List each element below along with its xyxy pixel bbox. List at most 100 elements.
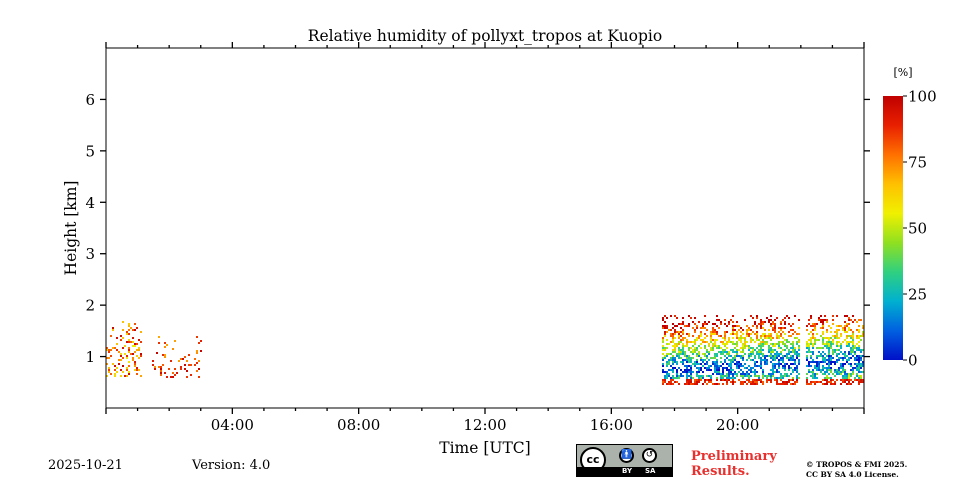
humidity-cell	[716, 315, 718, 317]
humidity-cell	[782, 331, 784, 333]
humidity-cell	[732, 343, 734, 345]
humidity-cell	[700, 369, 702, 371]
humidity-cell	[778, 337, 780, 339]
humidity-cell	[724, 345, 726, 347]
humidity-cell	[682, 323, 684, 325]
humidity-cell	[832, 349, 834, 351]
humidity-cell	[108, 367, 110, 369]
humidity-cell	[720, 341, 722, 343]
humidity-cell	[690, 347, 692, 349]
humidity-cell	[128, 339, 130, 341]
humidity-cell	[844, 353, 846, 355]
humidity-cell	[690, 317, 692, 319]
humidity-cell	[770, 375, 772, 377]
humidity-cell	[758, 375, 760, 377]
humidity-cell	[122, 337, 124, 339]
humidity-cell	[718, 365, 720, 367]
humidity-cell	[194, 364, 196, 366]
humidity-cell	[790, 379, 792, 381]
humidity-cell	[712, 327, 714, 329]
humidity-cell	[686, 375, 688, 377]
humidity-cell	[124, 375, 126, 377]
humidity-cell	[688, 357, 690, 359]
humidity-cell	[692, 327, 694, 329]
humidity-cell	[126, 341, 128, 343]
humidity-cell	[750, 347, 752, 349]
humidity-cell	[726, 331, 728, 333]
humidity-cell	[744, 363, 746, 365]
humidity-cell	[862, 333, 864, 335]
humidity-cell	[814, 361, 816, 363]
humidity-cell	[722, 363, 724, 365]
humidity-cell	[110, 355, 112, 357]
humidity-cell	[162, 364, 164, 366]
humidity-cell	[696, 383, 698, 385]
humidity-cell	[746, 341, 748, 343]
humidity-cell	[724, 337, 726, 339]
humidity-cell	[694, 383, 696, 385]
humidity-cell	[668, 383, 670, 385]
humidity-cell	[806, 379, 808, 381]
humidity-cell	[826, 367, 828, 369]
humidity-cell	[840, 367, 842, 369]
humidity-cell	[194, 358, 196, 360]
humidity-cell	[666, 375, 668, 377]
humidity-cell	[828, 363, 830, 365]
humidity-cell	[696, 347, 698, 349]
humidity-cell	[766, 379, 768, 381]
humidity-cell	[128, 347, 130, 349]
humidity-cell	[682, 349, 684, 351]
humidity-cell	[710, 379, 712, 381]
humidity-cell	[730, 371, 732, 373]
humidity-cell	[138, 369, 140, 371]
humidity-cell	[712, 363, 714, 365]
humidity-cell	[728, 371, 730, 373]
humidity-cell	[680, 351, 682, 353]
humidity-cell	[172, 372, 174, 374]
humidity-cell	[768, 319, 770, 321]
humidity-cell	[726, 369, 728, 371]
humidity-cell	[846, 341, 848, 343]
humidity-cell	[830, 331, 832, 333]
humidity-cell	[674, 349, 676, 351]
humidity-cell	[780, 335, 782, 337]
humidity-cell	[742, 329, 744, 331]
humidity-cell	[760, 365, 762, 367]
humidity-cell	[732, 361, 734, 363]
humidity-cell	[712, 373, 714, 375]
humidity-cell	[774, 359, 776, 361]
humidity-cell	[664, 375, 666, 377]
cc-license-badge[interactable]: cc 🚹 ↺ BY SA	[576, 444, 673, 477]
humidity-cell	[784, 373, 786, 375]
humidity-cell	[834, 351, 836, 353]
humidity-cell	[760, 343, 762, 345]
humidity-cell	[858, 367, 860, 369]
humidity-cell	[862, 355, 864, 357]
humidity-cell	[726, 351, 728, 353]
humidity-cell	[662, 369, 664, 371]
humidity-cell	[118, 351, 120, 353]
humidity-cell	[118, 363, 120, 365]
humidity-cell	[842, 357, 844, 359]
humidity-cell	[710, 335, 712, 337]
humidity-cell	[746, 325, 748, 327]
humidity-cell	[806, 357, 808, 359]
humidity-cell	[814, 377, 816, 379]
humidity-cell	[730, 373, 732, 375]
humidity-cell	[662, 365, 664, 367]
y-tick-label: 4	[85, 194, 95, 212]
humidity-cell	[840, 379, 842, 381]
humidity-cell	[108, 349, 110, 351]
humidity-cell	[836, 345, 838, 347]
humidity-cell	[682, 375, 684, 377]
humidity-cell	[682, 337, 684, 339]
humidity-cell	[826, 343, 828, 345]
humidity-cell	[834, 331, 836, 333]
humidity-cell	[724, 379, 726, 381]
humidity-cell	[846, 377, 848, 379]
humidity-cell	[792, 369, 794, 371]
humidity-cell	[714, 343, 716, 345]
x-tick-label: 04:00	[211, 416, 254, 434]
humidity-cell	[736, 375, 738, 377]
humidity-cell	[190, 364, 192, 366]
